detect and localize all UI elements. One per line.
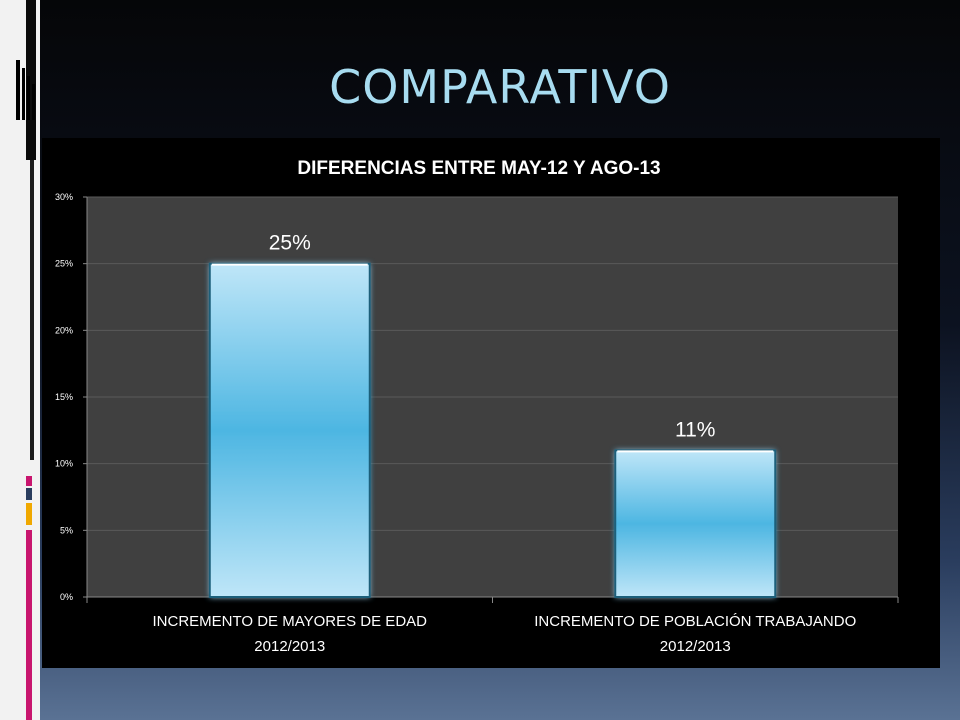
corner-bracket-icon — [16, 60, 38, 120]
chart-title: DIFERENCIAS ENTRE MAY-12 Y AGO-13 — [297, 158, 661, 179]
bar-chart: 0% 5% 10% 15% 20% 25% 30% 25% INCREMENTO DE MAYO… — [55, 192, 899, 655]
stripe-gold — [26, 503, 32, 525]
stripe-navy — [26, 488, 32, 500]
y-tick-label: 5% — [60, 525, 73, 535]
y-tick-label: 15% — [55, 392, 73, 402]
stripe-dark — [26, 0, 36, 160]
category-label: 2012/2013 — [660, 638, 731, 655]
left-decorative-panel — [0, 0, 40, 720]
slide-title: COMPARATIVO — [329, 60, 671, 114]
y-tick-label: 10% — [55, 459, 73, 469]
category-label: INCREMENTO DE POBLACIÓN TRABAJANDO — [534, 613, 856, 630]
data-label: 25% — [269, 232, 311, 255]
stripe-magenta-bottom — [26, 530, 32, 720]
stripe-thin — [30, 160, 34, 460]
data-label: 11% — [675, 418, 715, 441]
y-tick-label: 25% — [55, 259, 73, 269]
y-tick-label: 0% — [60, 592, 73, 602]
stripe-magenta — [26, 476, 32, 486]
y-tick-label: 20% — [55, 325, 73, 335]
category-label: INCREMENTO DE MAYORES DE EDAD — [153, 613, 428, 630]
bar — [208, 262, 371, 599]
y-tick-label: 30% — [55, 192, 73, 202]
category-label: 2012/2013 — [254, 638, 325, 655]
bar — [614, 449, 777, 599]
chart-container: DIFERENCIAS ENTRE MAY-12 Y AGO-13 0% 5% 10… — [42, 138, 940, 668]
